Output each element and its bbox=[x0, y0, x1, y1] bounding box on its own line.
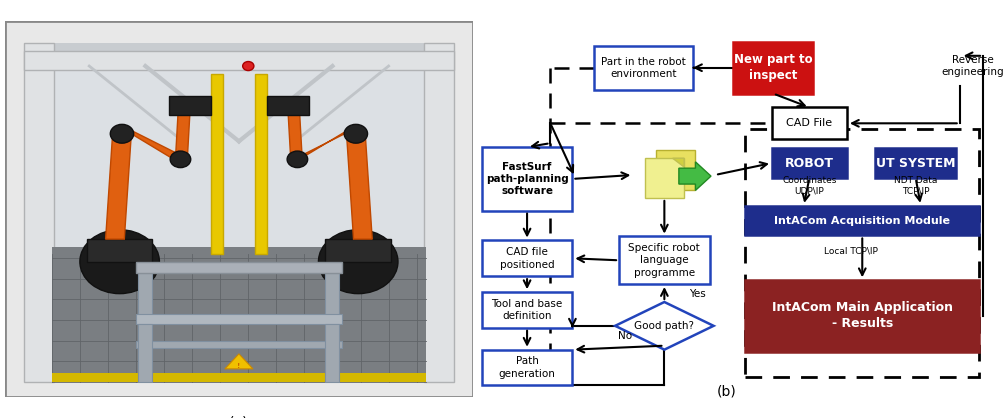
Circle shape bbox=[111, 125, 134, 143]
Polygon shape bbox=[346, 134, 372, 239]
Polygon shape bbox=[106, 134, 132, 239]
Circle shape bbox=[319, 229, 398, 293]
Polygon shape bbox=[673, 158, 684, 167]
Text: NDT Data
TCP\IP: NDT Data TCP\IP bbox=[894, 176, 938, 196]
Circle shape bbox=[344, 125, 367, 143]
Bar bbox=[267, 96, 309, 115]
Circle shape bbox=[170, 151, 191, 168]
Text: IntACom Acquisition Module: IntACom Acquisition Module bbox=[775, 216, 951, 226]
FancyBboxPatch shape bbox=[733, 42, 813, 94]
Text: ROBOT: ROBOT bbox=[785, 156, 834, 170]
FancyBboxPatch shape bbox=[772, 148, 847, 178]
Text: CAD File: CAD File bbox=[787, 118, 833, 128]
Text: No: No bbox=[618, 331, 632, 341]
Polygon shape bbox=[225, 354, 253, 369]
Bar bbox=[424, 43, 454, 382]
FancyBboxPatch shape bbox=[482, 292, 572, 328]
Text: Local TCP\IP: Local TCP\IP bbox=[824, 247, 878, 256]
Bar bbox=[136, 342, 342, 348]
Circle shape bbox=[79, 229, 159, 293]
Text: Tool and base
definition: Tool and base definition bbox=[492, 299, 562, 321]
Circle shape bbox=[242, 61, 254, 71]
Bar bbox=[256, 74, 267, 254]
Bar bbox=[211, 74, 222, 254]
Bar bbox=[87, 239, 152, 262]
Bar bbox=[136, 314, 342, 324]
Bar bbox=[52, 247, 427, 382]
FancyBboxPatch shape bbox=[482, 147, 572, 211]
FancyBboxPatch shape bbox=[482, 240, 572, 276]
Text: Yes: Yes bbox=[689, 289, 706, 299]
Bar bbox=[24, 43, 54, 382]
FancyBboxPatch shape bbox=[745, 206, 980, 235]
FancyBboxPatch shape bbox=[656, 150, 695, 190]
Bar bbox=[52, 373, 427, 382]
FancyBboxPatch shape bbox=[645, 158, 684, 198]
Circle shape bbox=[287, 151, 308, 168]
Text: CAD file
positioned: CAD file positioned bbox=[500, 247, 554, 270]
Bar bbox=[33, 51, 445, 254]
Polygon shape bbox=[295, 128, 356, 162]
Bar bbox=[139, 324, 152, 382]
Bar bbox=[139, 273, 152, 322]
Polygon shape bbox=[288, 112, 302, 156]
FancyBboxPatch shape bbox=[595, 46, 693, 89]
Text: (a): (a) bbox=[229, 416, 248, 418]
Bar bbox=[169, 96, 211, 115]
Text: FastSurf
path-planning
software: FastSurf path-planning software bbox=[486, 161, 568, 196]
FancyBboxPatch shape bbox=[745, 280, 980, 352]
Text: Good path?: Good path? bbox=[635, 321, 694, 331]
Bar bbox=[136, 263, 342, 273]
Bar bbox=[24, 51, 454, 70]
FancyBboxPatch shape bbox=[482, 349, 572, 385]
Text: New part to
inspect: New part to inspect bbox=[733, 53, 813, 82]
FancyBboxPatch shape bbox=[619, 237, 709, 284]
Polygon shape bbox=[122, 128, 183, 162]
Text: UT SYSTEM: UT SYSTEM bbox=[876, 156, 956, 170]
Polygon shape bbox=[615, 302, 713, 349]
Text: Reverse
engineering: Reverse engineering bbox=[942, 55, 1004, 76]
Bar bbox=[326, 273, 339, 322]
Polygon shape bbox=[176, 112, 190, 156]
Text: Part in the robot
environment: Part in the robot environment bbox=[602, 56, 686, 79]
Text: Specific robot
language
programme: Specific robot language programme bbox=[629, 243, 700, 278]
FancyBboxPatch shape bbox=[875, 148, 956, 178]
Bar bbox=[326, 239, 391, 262]
Text: Path
generation: Path generation bbox=[499, 356, 555, 379]
Text: !: ! bbox=[237, 363, 240, 369]
FancyBboxPatch shape bbox=[772, 107, 847, 139]
Text: IntACom Main Application
- Results: IntACom Main Application - Results bbox=[772, 301, 953, 330]
Bar bbox=[326, 324, 339, 382]
Polygon shape bbox=[679, 162, 711, 191]
Bar bbox=[24, 43, 454, 66]
Text: Coordinates
UDP\IP: Coordinates UDP\IP bbox=[783, 176, 837, 196]
Text: (b): (b) bbox=[716, 385, 736, 398]
